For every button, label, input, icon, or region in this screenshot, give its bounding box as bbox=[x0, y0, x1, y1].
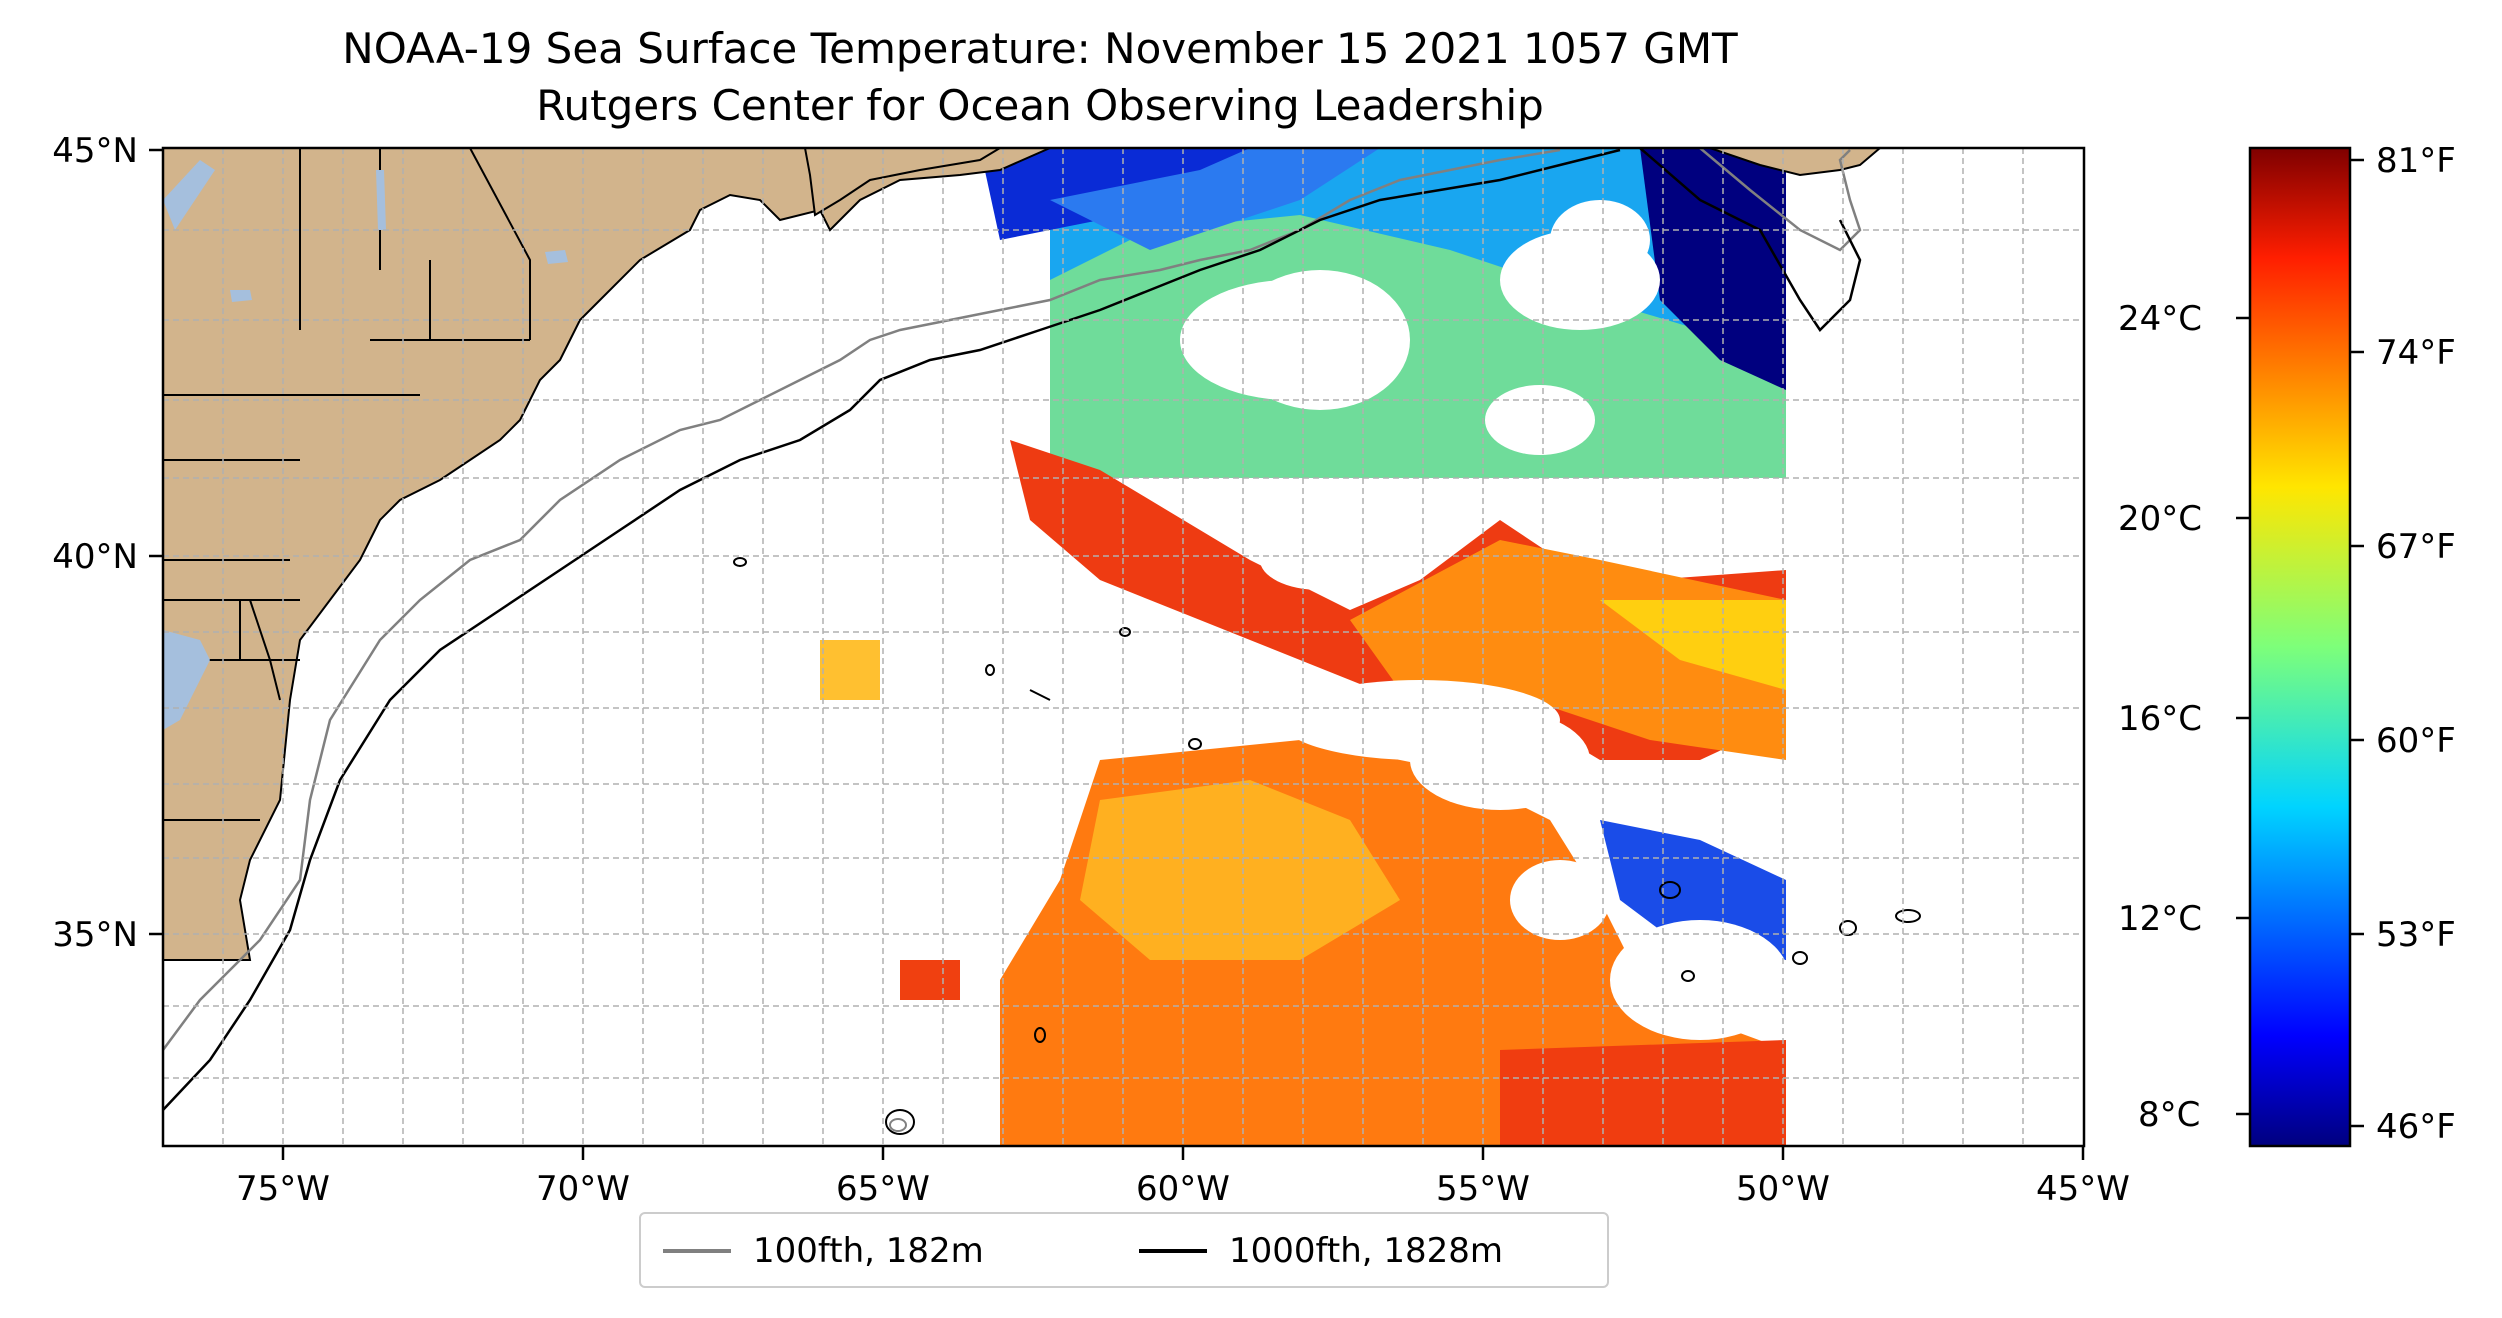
lon-label-65w: 65°W bbox=[836, 1169, 930, 1209]
sst-image bbox=[820, 148, 1790, 1146]
colorbar-f-label-74: 74°F bbox=[2376, 333, 2456, 373]
legend: 100fth, 182m 1000fth, 1828m bbox=[639, 1212, 1609, 1288]
legend-line-grey bbox=[663, 1249, 731, 1253]
colorbar-f-label-53: 53°F bbox=[2376, 915, 2456, 955]
colorbar-f-label-81: 81°F bbox=[2376, 141, 2456, 181]
map-content bbox=[163, 148, 2084, 1146]
colorbar-c-label-12: 12°C bbox=[2118, 899, 2203, 939]
lon-label-55w: 55°W bbox=[1436, 1169, 1530, 1209]
lon-label-75w: 75°W bbox=[236, 1169, 330, 1209]
map-subtitle: Rutgers Center for Ocean Observing Leade… bbox=[536, 81, 1544, 130]
lon-label-60w: 60°W bbox=[1136, 1169, 1230, 1209]
colorbar-c-label-8: 8°C bbox=[2138, 1095, 2201, 1135]
lat-label-35n: 35°N bbox=[52, 915, 138, 955]
lon-label-50w: 50°W bbox=[1736, 1169, 1830, 1209]
map-frame bbox=[161, 146, 2086, 1148]
gridlines bbox=[163, 148, 2084, 1146]
colorbar bbox=[2248, 146, 2352, 1148]
lon-label-45w: 45°W bbox=[2036, 1169, 2130, 1209]
legend-label-100fth: 100fth, 182m bbox=[753, 1231, 984, 1271]
colorbar-f-label-46: 46°F bbox=[2376, 1107, 2456, 1147]
isobath-1000fth bbox=[163, 148, 1862, 1111]
colorbar-ticks bbox=[2236, 158, 2364, 1128]
legend-item-100fth: 100fth, 182m bbox=[663, 1231, 984, 1271]
lat-label-45n: 45°N bbox=[52, 131, 138, 171]
legend-line-black bbox=[1139, 1249, 1207, 1253]
map-title: NOAA-19 Sea Surface Temperature: Novembe… bbox=[342, 24, 1738, 73]
lon-label-70w: 70°W bbox=[536, 1169, 630, 1209]
land bbox=[163, 148, 1882, 961]
colorbar-f-label-60: 60°F bbox=[2376, 721, 2456, 761]
legend-item-1000fth: 1000fth, 1828m bbox=[1139, 1231, 1504, 1271]
legend-label-1000fth: 1000fth, 1828m bbox=[1229, 1231, 1504, 1271]
seamounts bbox=[733, 557, 1921, 1135]
colorbar-c-label-20: 20°C bbox=[2118, 499, 2203, 539]
colorbar-c-label-24: 24°C bbox=[2118, 299, 2203, 339]
colorbar-f-label-67: 67°F bbox=[2376, 527, 2456, 567]
axis-ticks bbox=[149, 148, 2085, 1160]
colorbar-c-label-16: 16°C bbox=[2118, 699, 2203, 739]
lat-label-40n: 40°N bbox=[52, 537, 138, 577]
